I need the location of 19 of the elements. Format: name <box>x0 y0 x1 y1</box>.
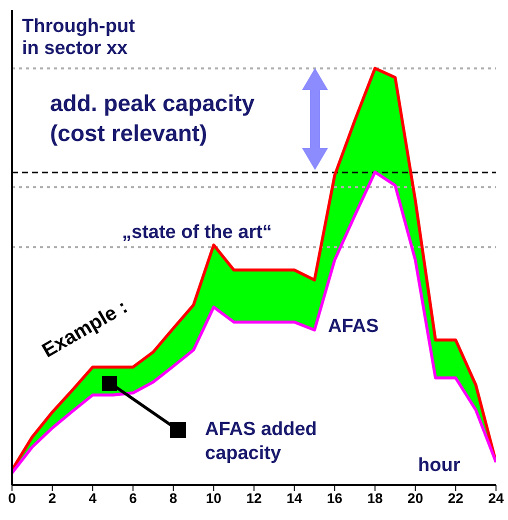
x-tick-label: 2 <box>48 490 56 506</box>
x-tick-label: 20 <box>408 490 424 506</box>
x-axis-title: hour <box>418 455 460 477</box>
x-tick-label: 10 <box>206 490 222 506</box>
annotation: „state of the art“ <box>122 222 272 244</box>
x-tick-label: 22 <box>448 490 464 506</box>
x-tick-label: 8 <box>169 490 178 506</box>
x-tick-label: 16 <box>326 490 343 506</box>
x-tick-label: 18 <box>367 490 383 506</box>
x-tick-label: 0 <box>8 490 16 506</box>
y-axis-title: Through-put in sector xx <box>22 16 136 60</box>
x-tick-label: 14 <box>286 490 302 506</box>
x-tick-label: 4 <box>88 490 97 506</box>
x-tick-label: 12 <box>246 490 262 506</box>
x-tick-label: 24 <box>488 490 504 506</box>
x-tick-label: 6 <box>129 490 138 506</box>
annotation: AFAS <box>328 316 379 338</box>
annotation: AFAS added capacity <box>205 418 318 466</box>
annotation: add. peak capacity (cost relevant) <box>50 89 256 148</box>
